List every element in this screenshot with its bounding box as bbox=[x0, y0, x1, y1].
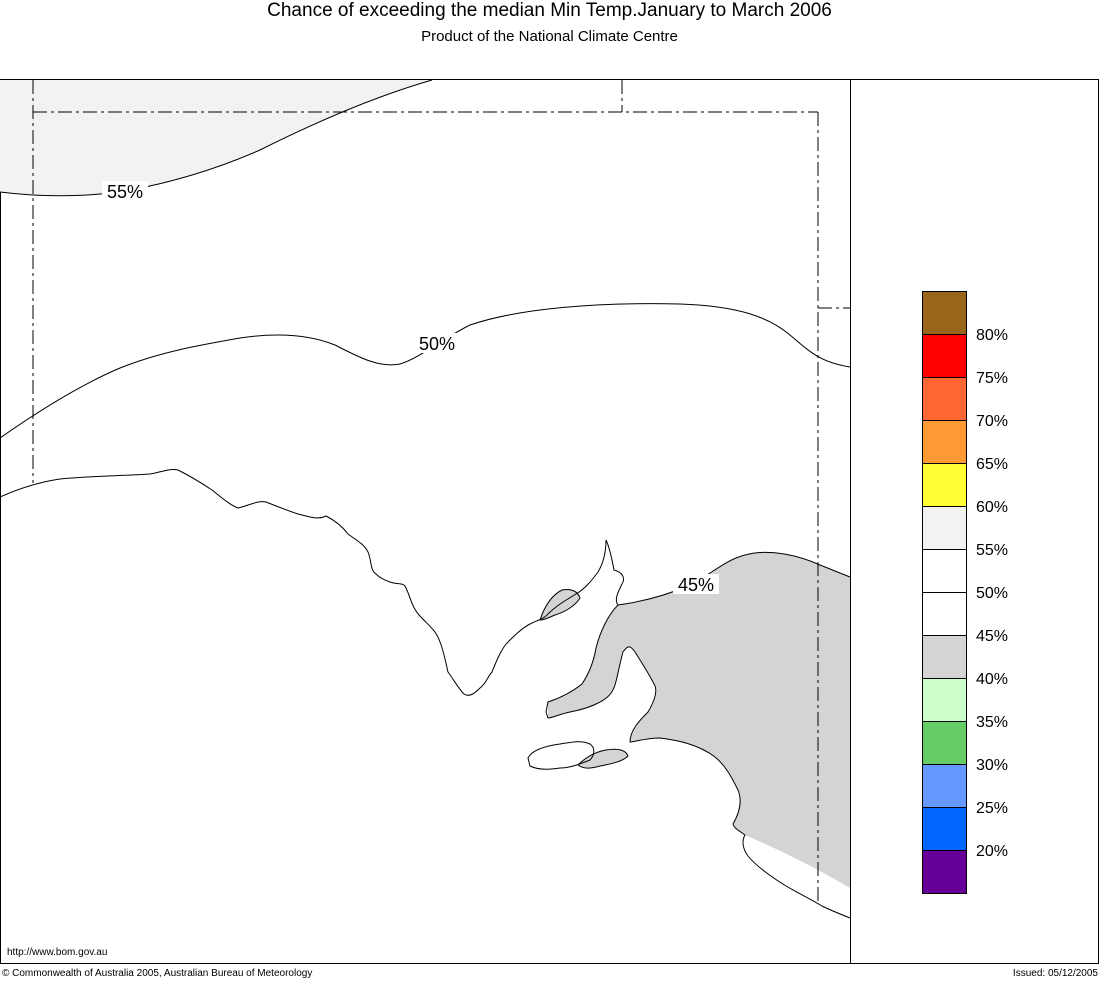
region-above-55 bbox=[0, 80, 432, 196]
label-bg-45 bbox=[673, 574, 719, 594]
contour-label-55: 55% bbox=[107, 182, 143, 202]
legend-label: 45% bbox=[976, 628, 1008, 645]
contour-55 bbox=[0, 79, 433, 197]
coastline bbox=[0, 469, 851, 919]
forecast-map: 55% 50% 45% 80% 75% 70% 65% 60% 55% 50% 45% 40% 3… bbox=[0, 79, 1099, 964]
legend-swatch bbox=[922, 334, 967, 378]
legend-swatch bbox=[922, 506, 967, 550]
legend-label: 80% bbox=[976, 327, 1008, 344]
contour-label-45: 45% bbox=[678, 575, 714, 595]
legend-label: 50% bbox=[976, 585, 1008, 602]
legend-swatch bbox=[922, 592, 967, 636]
legend-swatch bbox=[922, 377, 967, 421]
legend-label: 65% bbox=[976, 456, 1008, 473]
contour-45 bbox=[617, 551, 851, 606]
legend-label: 60% bbox=[976, 499, 1008, 516]
legend-swatch bbox=[922, 678, 967, 722]
map-title: Chance of exceeding the median Min Temp.… bbox=[267, 0, 832, 21]
contour-label-50: 50% bbox=[419, 334, 455, 354]
legend-label: 30% bbox=[976, 757, 1008, 774]
copyright-notice: © Commonwealth of Australia 2005, Austra… bbox=[2, 968, 313, 979]
legend-label: 55% bbox=[976, 542, 1008, 559]
contour-lines bbox=[0, 79, 851, 606]
label-bg-55 bbox=[102, 181, 148, 201]
legend-label: 70% bbox=[976, 413, 1008, 430]
legend-swatch bbox=[922, 807, 967, 851]
label-bg-50 bbox=[414, 333, 460, 353]
legend-swatch bbox=[922, 635, 967, 679]
legend-label: 75% bbox=[976, 370, 1008, 387]
legend-swatch bbox=[922, 463, 967, 507]
region-below-45 bbox=[548, 552, 850, 888]
legend-swatch bbox=[922, 764, 967, 808]
legend-label: 20% bbox=[976, 843, 1008, 860]
region-below-45-island bbox=[578, 749, 628, 769]
legend-swatch bbox=[922, 721, 967, 765]
map-subtitle: Product of the National Climate Centre bbox=[421, 28, 678, 45]
legend-swatch bbox=[922, 549, 967, 593]
map-frame bbox=[0, 79, 1099, 964]
legend-swatch bbox=[922, 291, 967, 335]
legend-swatch bbox=[922, 850, 967, 894]
contour-50 bbox=[0, 303, 851, 439]
issued-date: Issued: 05/12/2005 bbox=[1012, 968, 1098, 979]
legend-label: 40% bbox=[976, 671, 1008, 688]
legend-label: 35% bbox=[976, 714, 1008, 731]
legend-label: 25% bbox=[976, 800, 1008, 817]
legend-swatch bbox=[922, 420, 967, 464]
source-url: http://www.bom.gov.au bbox=[7, 947, 108, 958]
legend: 80% 75% 70% 65% 60% 55% 50% 45% 40% 35% 30% 25% 20% bbox=[922, 291, 1008, 894]
